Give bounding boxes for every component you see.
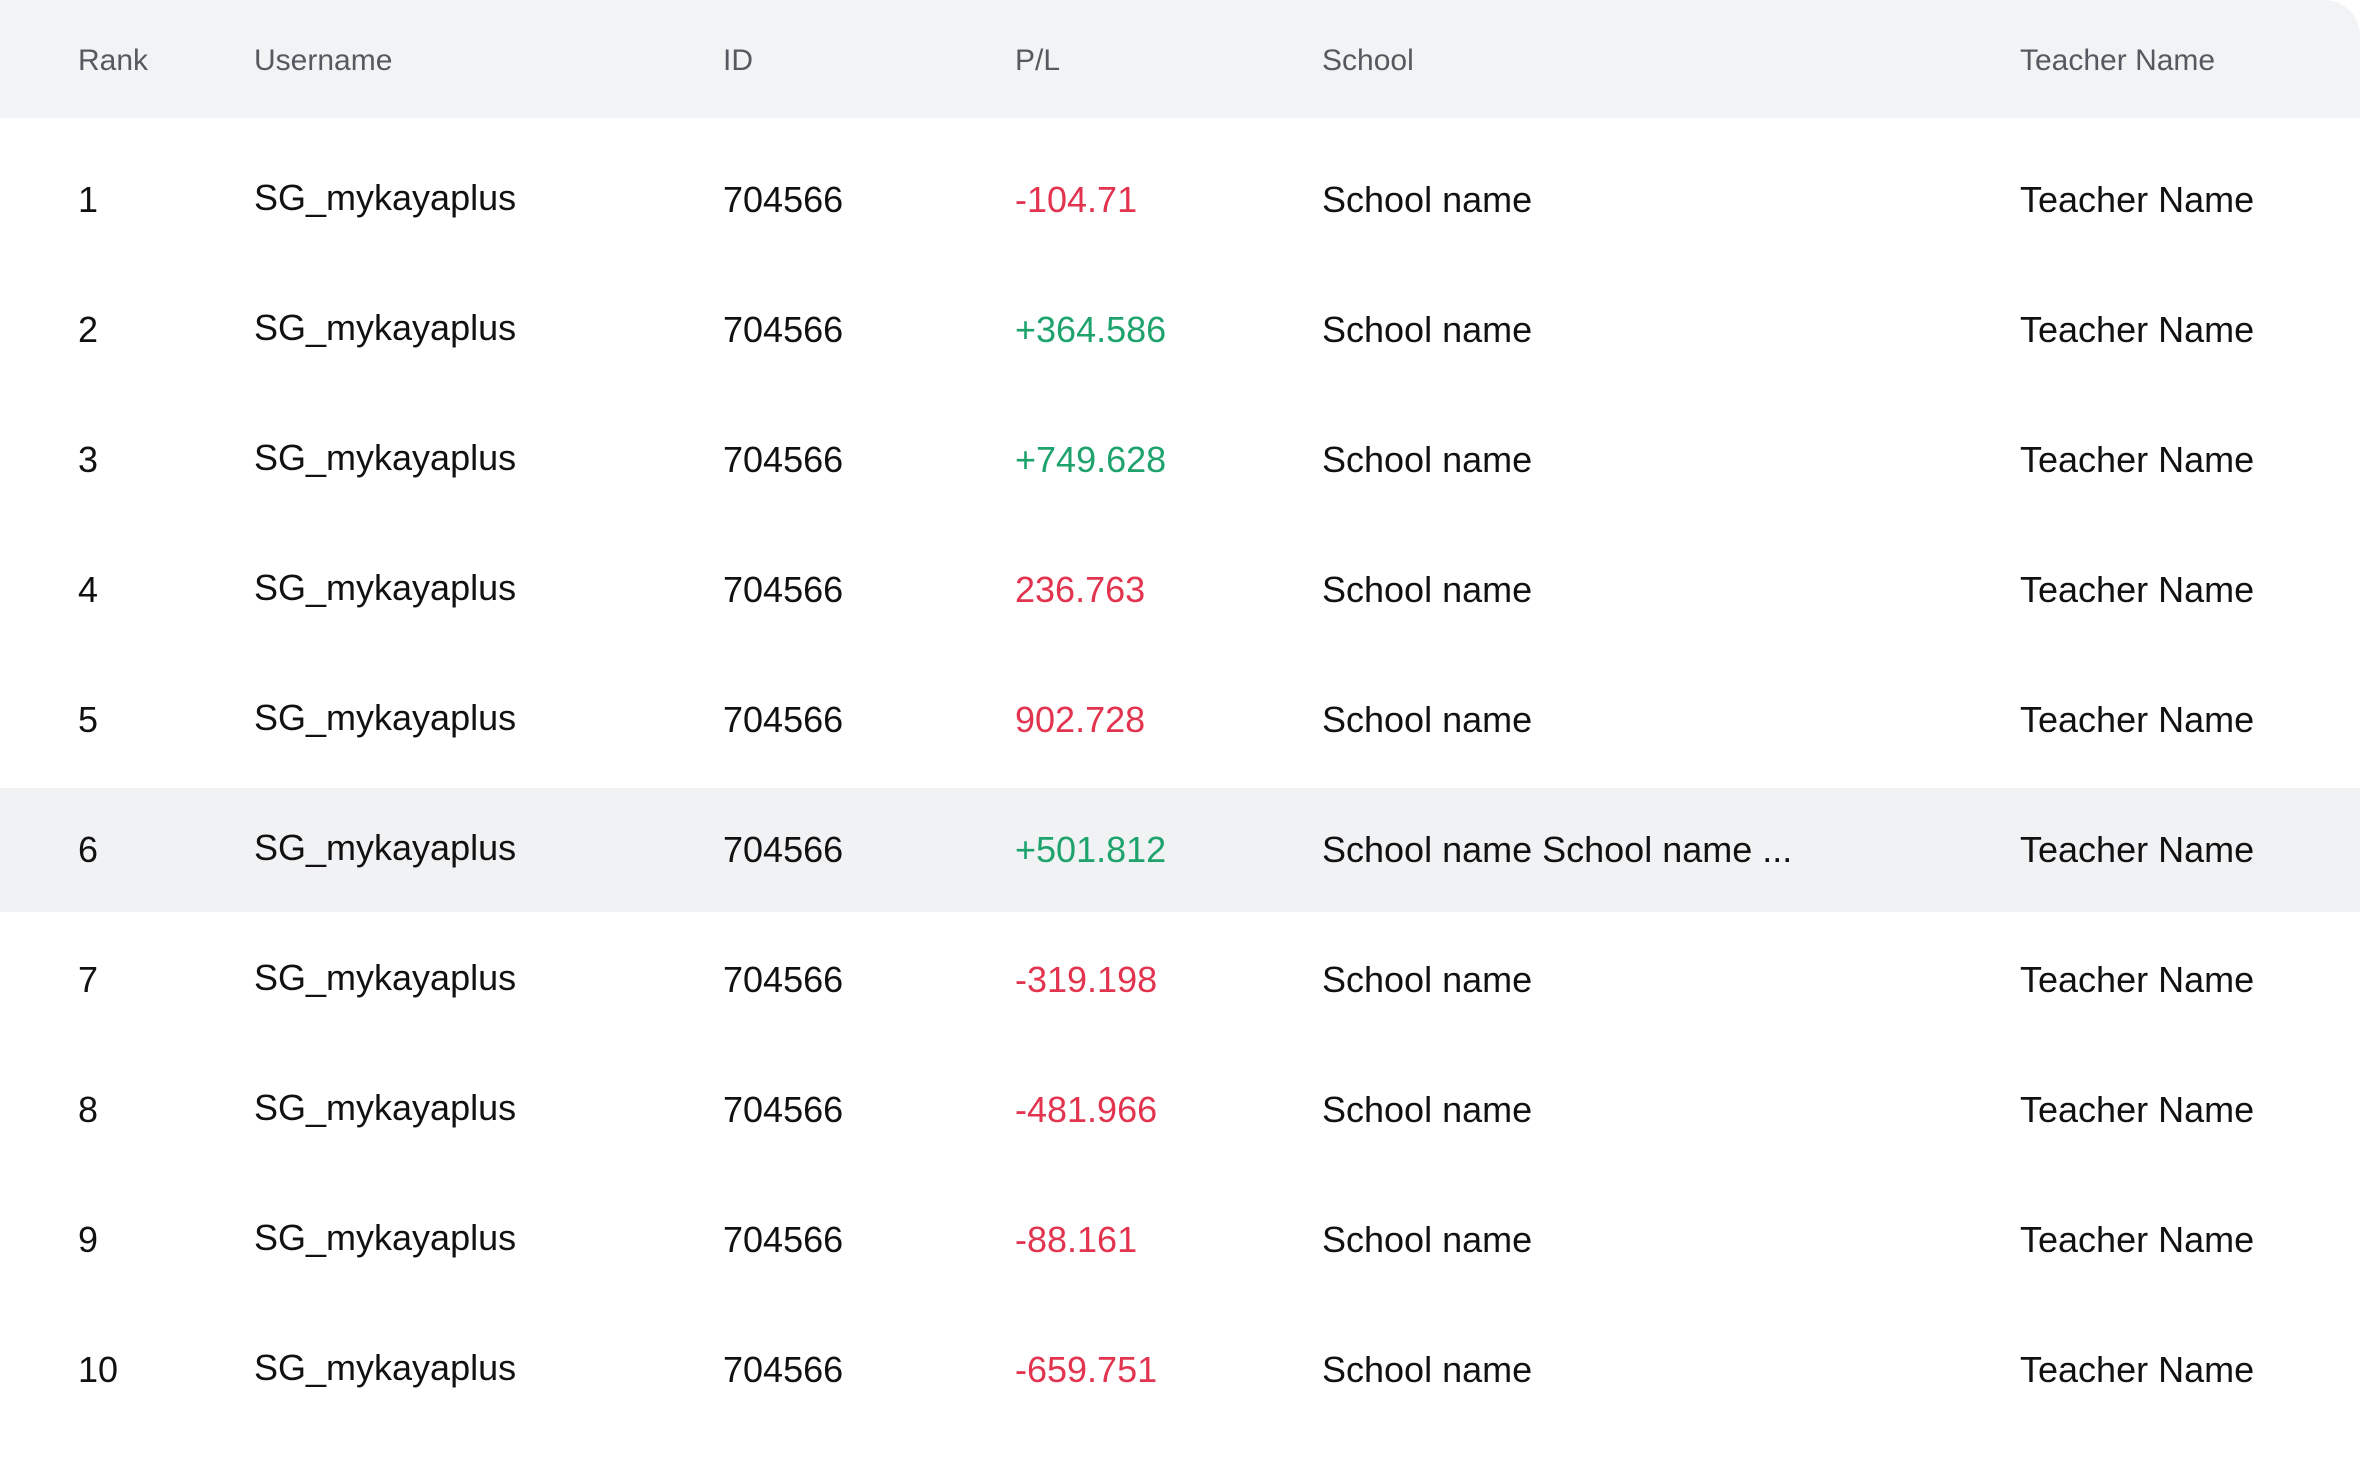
id-cell: 704566 <box>723 439 844 480</box>
id-cell: 704566 <box>723 1089 844 1130</box>
teacher-name-cell: Teacher Name <box>2020 569 2255 610</box>
pl-cell: +364.586 <box>1015 309 1167 350</box>
pl-cell: 902.728 <box>1015 699 1146 740</box>
rank-cell: 2 <box>78 309 99 350</box>
rank-cell: 3 <box>78 439 99 480</box>
id-cell: 704566 <box>723 309 844 350</box>
school-cell: School name <box>1322 959 1533 1000</box>
id-cell: 704566 <box>723 1219 844 1260</box>
table-header: Rank Username ID P/L School Teacher Name <box>0 0 2360 118</box>
school-cell: School name <box>1322 439 1533 480</box>
table-row[interactable]: 8 SG_mykayaplus 704566 -481.966 School n… <box>0 1048 2360 1172</box>
table-row[interactable]: 5 SG_mykayaplus 704566 902.728 School na… <box>0 658 2360 782</box>
teacher-name-cell: Teacher Name <box>2020 309 2255 350</box>
username-cell: SG_mykayaplus <box>254 176 517 218</box>
pl-cell: +749.628 <box>1015 439 1167 480</box>
school-cell: School name <box>1322 309 1533 350</box>
username-cell: SG_mykayaplus <box>254 696 517 738</box>
id-cell: 704566 <box>723 179 844 220</box>
id-cell: 704566 <box>723 699 844 740</box>
pl-cell: -659.751 <box>1015 1349 1158 1390</box>
table-row[interactable]: 3 SG_mykayaplus 704566 +749.628 School n… <box>0 398 2360 522</box>
teacher-name-cell: Teacher Name <box>2020 1349 2255 1390</box>
username-cell: SG_mykayaplus <box>254 826 517 868</box>
table-row[interactable]: 1 SG_mykayaplus 704566 -104.71 School na… <box>0 138 2360 262</box>
header-school[interactable]: School <box>1322 44 1414 77</box>
header-id[interactable]: ID <box>723 44 753 77</box>
username-cell: SG_mykayaplus <box>254 1216 517 1258</box>
username-cell: SG_mykayaplus <box>254 956 517 998</box>
username-cell: SG_mykayaplus <box>254 436 517 478</box>
teacher-name-cell: Teacher Name <box>2020 439 2255 480</box>
rank-cell: 7 <box>78 959 99 1000</box>
rank-cell: 10 <box>78 1349 119 1390</box>
rank-cell: 1 <box>78 179 99 220</box>
id-cell: 704566 <box>723 569 844 610</box>
table-row[interactable]: 7 SG_mykayaplus 704566 -319.198 School n… <box>0 918 2360 1042</box>
rank-cell: 8 <box>78 1089 99 1130</box>
teacher-name-cell: Teacher Name <box>2020 829 2255 870</box>
id-cell: 704566 <box>723 829 844 870</box>
header-rank[interactable]: Rank <box>78 44 149 77</box>
pl-cell: -104.71 <box>1015 179 1138 220</box>
username-cell: SG_mykayaplus <box>254 306 517 348</box>
header-teacher-name[interactable]: Teacher Name <box>2020 44 2216 77</box>
pl-cell: +501.812 <box>1015 829 1167 870</box>
rank-cell: 4 <box>78 569 99 610</box>
school-cell: School name <box>1322 699 1533 740</box>
teacher-name-cell: Teacher Name <box>2020 1089 2255 1130</box>
pl-cell: 236.763 <box>1015 569 1146 610</box>
header-pl[interactable]: P/L <box>1015 44 1061 77</box>
rank-cell: 5 <box>78 699 99 740</box>
school-cell: School name <box>1322 1219 1533 1260</box>
id-cell: 704566 <box>723 1349 844 1390</box>
table-row[interactable]: 2 SG_mykayaplus 704566 +364.586 School n… <box>0 268 2360 392</box>
rank-cell: 9 <box>78 1219 99 1260</box>
pl-cell: -319.198 <box>1015 959 1158 1000</box>
table-row-highlighted[interactable]: 6 SG_mykayaplus 704566 +501.812 School n… <box>0 788 2360 912</box>
table-row[interactable]: 4 SG_mykayaplus 704566 236.763 School na… <box>0 528 2360 652</box>
school-cell: School name <box>1322 1089 1533 1130</box>
school-cell: School name <box>1322 569 1533 610</box>
table-row[interactable]: 10 SG_mykayaplus 704566 -659.751 School … <box>0 1308 2360 1432</box>
id-cell: 704566 <box>723 959 844 1000</box>
username-cell: SG_mykayaplus <box>254 1346 517 1388</box>
teacher-name-cell: Teacher Name <box>2020 1219 2255 1260</box>
teacher-name-cell: Teacher Name <box>2020 699 2255 740</box>
header-username[interactable]: Username <box>254 44 393 77</box>
school-cell: School name <box>1322 179 1533 220</box>
table-row[interactable]: 9 SG_mykayaplus 704566 -88.161 School na… <box>0 1178 2360 1302</box>
pl-cell: -88.161 <box>1015 1219 1138 1260</box>
teacher-name-cell: Teacher Name <box>2020 179 2255 220</box>
school-cell: School name School name ... <box>1322 829 1793 870</box>
username-cell: SG_mykayaplus <box>254 566 517 608</box>
teacher-name-cell: Teacher Name <box>2020 959 2255 1000</box>
username-cell: SG_mykayaplus <box>254 1086 517 1128</box>
school-cell: School name <box>1322 1349 1533 1390</box>
rank-cell: 6 <box>78 829 99 870</box>
pl-cell: -481.966 <box>1015 1089 1158 1130</box>
